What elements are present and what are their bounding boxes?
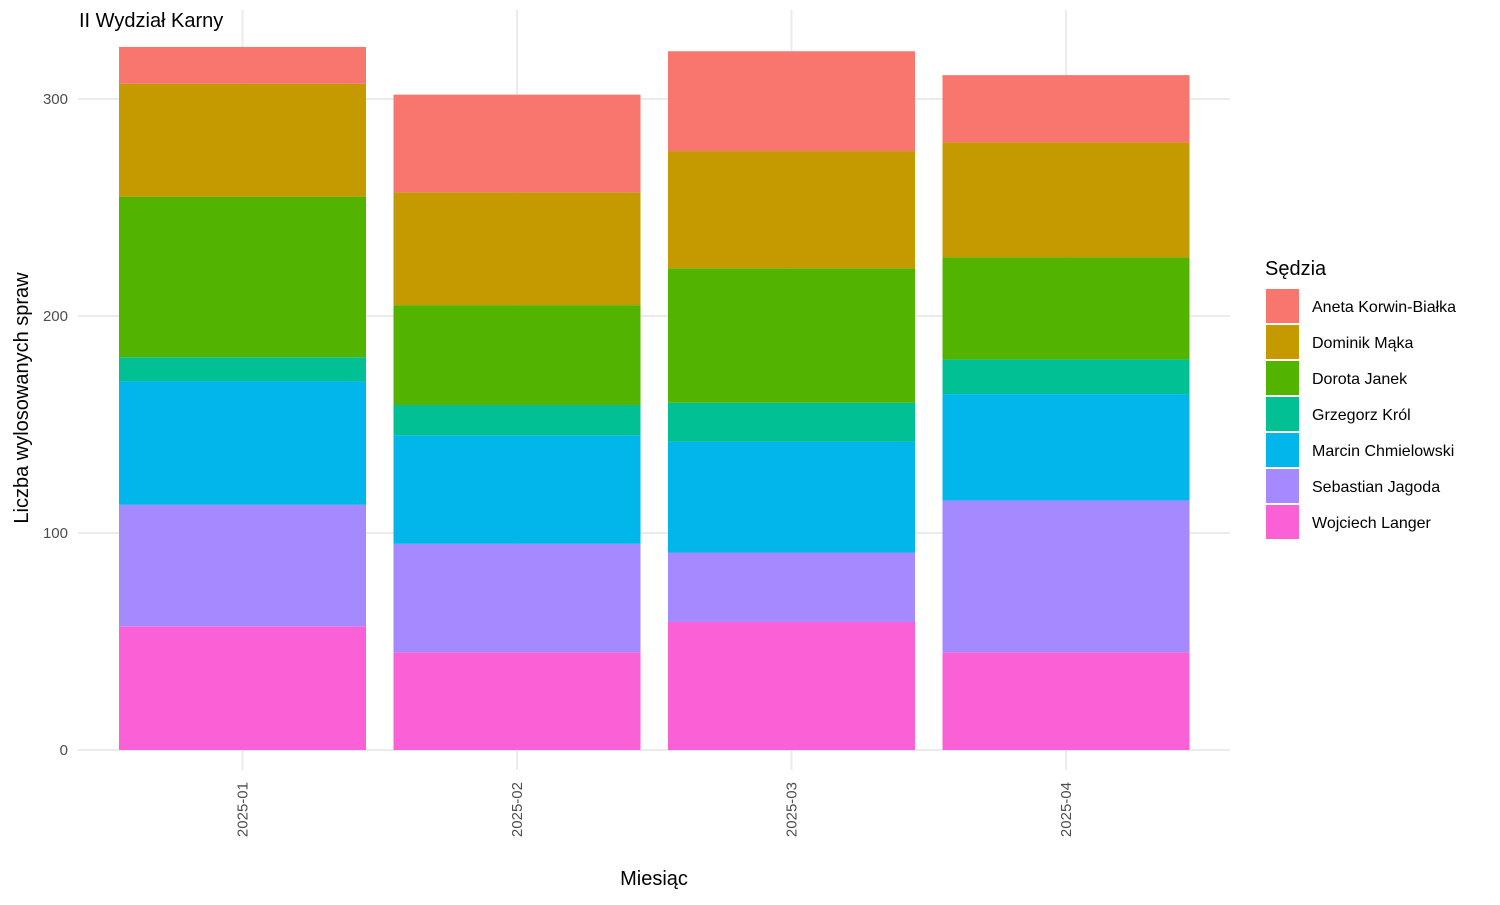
bar-segment [119, 626, 366, 750]
legend-key [1264, 431, 1301, 469]
bar-segment [942, 142, 1190, 258]
x-axis-title: Miesiąc [620, 868, 688, 890]
bars-layer [119, 46, 1190, 750]
legend-key [1264, 467, 1301, 505]
legend-key [1264, 287, 1301, 325]
x-tick-label: 2025-03 [784, 782, 801, 837]
bar-segment [668, 621, 915, 750]
legend-label: Dominik Mąka [1312, 335, 1413, 352]
legend-label: Grzegorz Król [1312, 407, 1411, 424]
bar-segment [393, 652, 641, 750]
legend-label: Dorota Janek [1312, 371, 1408, 388]
legend-key [1264, 323, 1301, 361]
bar-segment [393, 305, 641, 405]
bar-segment [119, 357, 366, 382]
bar-segment [942, 500, 1190, 653]
bar-segment [393, 94, 641, 193]
bar-segment [942, 652, 1190, 750]
y-tick-label: 300 [43, 91, 68, 108]
bar-segment [393, 543, 641, 653]
legend-label: Wojciech Langer [1312, 515, 1432, 532]
bar-segment [393, 404, 641, 436]
bar-segment [668, 151, 915, 269]
legend-title: Sędzia [1265, 258, 1327, 280]
legend-label: Marcin Chmielowski [1312, 443, 1454, 460]
bar-segment [119, 504, 366, 627]
x-tick-label: 2025-01 [235, 782, 252, 837]
y-axis-ticks: 0 100 200 300 [43, 91, 68, 759]
legend: Sędzia Aneta Korwin-Białka Dominik Mąka Do… [1264, 258, 1456, 541]
bar-segment [119, 46, 366, 84]
bar-segment [942, 394, 1190, 501]
bar-segment [942, 75, 1190, 143]
y-axis-title: Liczba wylosowanych spraw [11, 272, 33, 524]
legend-key [1264, 503, 1301, 541]
legend-key [1264, 395, 1301, 433]
bar-segment [668, 402, 915, 442]
chart-title: II Wydział Karny [79, 10, 223, 32]
y-tick-label: 100 [43, 525, 68, 542]
bar-segment [119, 196, 366, 358]
bar-segment [668, 51, 915, 152]
x-tick-label: 2025-02 [509, 782, 526, 837]
bar-segment [119, 381, 366, 505]
bar-segment [668, 441, 915, 553]
bar-segment [942, 359, 1190, 395]
bar-segment [119, 83, 366, 197]
bar-segment [393, 435, 641, 544]
bar-segment [668, 268, 915, 403]
bar-segment [942, 257, 1190, 360]
legend-key [1264, 359, 1301, 397]
legend-label: Aneta Korwin-Białka [1312, 299, 1456, 316]
legend-label: Sebastian Jagoda [1312, 479, 1440, 496]
bar-segment [668, 552, 915, 622]
bar-segment [393, 192, 641, 306]
x-tick-label: 2025-04 [1058, 782, 1075, 837]
x-axis-ticks: 2025-01 2025-02 2025-03 2025-04 [235, 782, 1076, 837]
y-tick-label: 200 [43, 308, 68, 325]
y-tick-label: 0 [60, 742, 68, 759]
